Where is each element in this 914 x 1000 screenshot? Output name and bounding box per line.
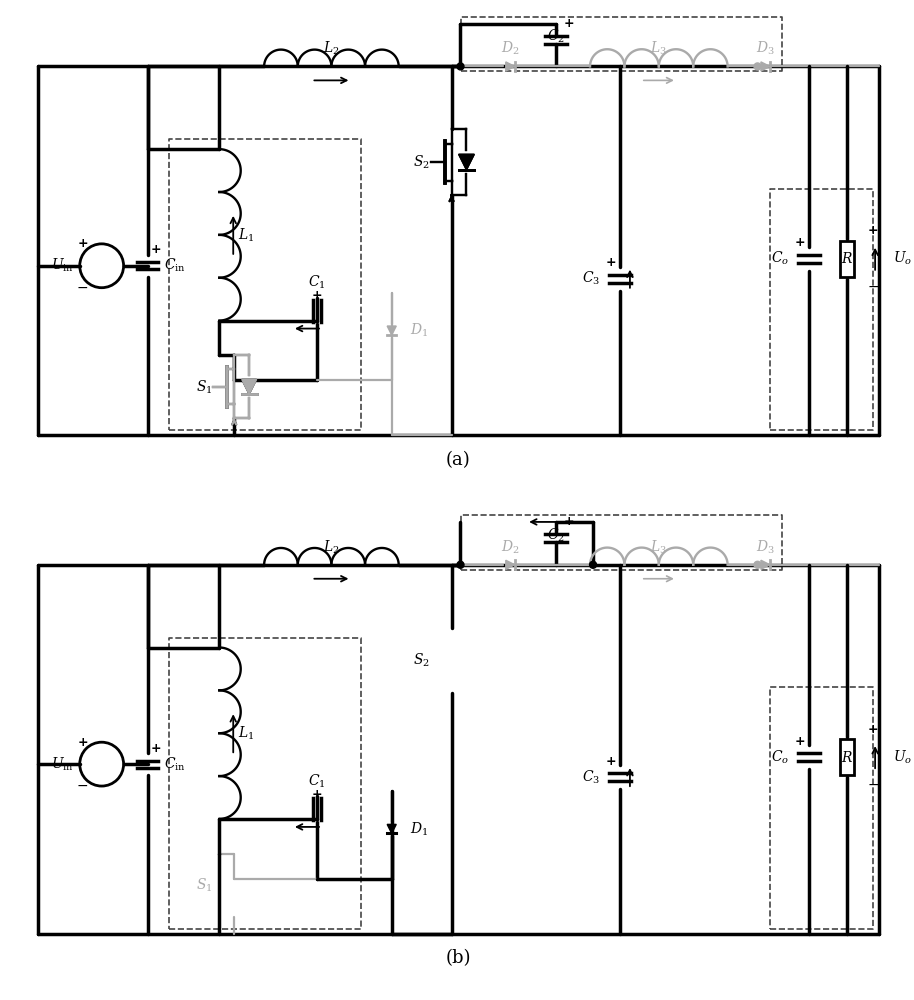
Bar bbox=[840, 739, 855, 775]
Polygon shape bbox=[388, 326, 397, 335]
Text: −: − bbox=[867, 778, 879, 792]
Text: $R$: $R$ bbox=[841, 251, 854, 266]
Text: +: + bbox=[78, 736, 88, 749]
Text: $D_3$: $D_3$ bbox=[756, 538, 775, 556]
Text: $D_1$: $D_1$ bbox=[409, 322, 428, 339]
Text: $C_1$: $C_1$ bbox=[308, 274, 325, 291]
Text: $C_o$: $C_o$ bbox=[771, 250, 790, 267]
Text: $L_2$: $L_2$ bbox=[323, 538, 340, 556]
Circle shape bbox=[590, 561, 597, 568]
Text: $L_3$: $L_3$ bbox=[651, 538, 667, 556]
Text: $C_\mathrm{in}$: $C_\mathrm{in}$ bbox=[165, 257, 186, 274]
Text: −: − bbox=[867, 280, 879, 294]
Text: $C_2$: $C_2$ bbox=[547, 28, 565, 45]
Circle shape bbox=[754, 561, 761, 568]
Polygon shape bbox=[505, 560, 515, 569]
Text: $S_1$: $S_1$ bbox=[197, 877, 213, 894]
Text: $S_2$: $S_2$ bbox=[413, 153, 430, 171]
Text: $C_2$: $C_2$ bbox=[547, 526, 565, 544]
Text: −: − bbox=[77, 779, 89, 793]
Text: $C_3$: $C_3$ bbox=[582, 270, 600, 287]
Text: $U_o$: $U_o$ bbox=[893, 748, 912, 766]
Text: +: + bbox=[606, 755, 616, 768]
Text: $C_\mathrm{in}$: $C_\mathrm{in}$ bbox=[165, 755, 186, 773]
Polygon shape bbox=[241, 379, 257, 394]
Text: $S_2$: $S_2$ bbox=[413, 652, 430, 669]
Text: $U_\mathrm{in}$: $U_\mathrm{in}$ bbox=[51, 755, 74, 773]
Text: $C_o$: $C_o$ bbox=[771, 748, 790, 766]
Text: +: + bbox=[795, 236, 805, 249]
Text: $U_\mathrm{in}$: $U_\mathrm{in}$ bbox=[51, 257, 74, 274]
Text: $L_1$: $L_1$ bbox=[239, 725, 254, 742]
Text: $L_3$: $L_3$ bbox=[651, 40, 667, 57]
Polygon shape bbox=[761, 62, 770, 71]
Text: $C_1$: $C_1$ bbox=[308, 772, 325, 790]
Text: (a): (a) bbox=[446, 451, 471, 469]
Text: $L_2$: $L_2$ bbox=[323, 40, 340, 57]
Text: +: + bbox=[606, 256, 616, 269]
Bar bbox=[840, 241, 855, 277]
Text: $C_3$: $C_3$ bbox=[582, 768, 600, 786]
Text: $S_1$: $S_1$ bbox=[197, 378, 213, 396]
Text: +: + bbox=[564, 515, 574, 528]
Circle shape bbox=[457, 63, 464, 70]
Polygon shape bbox=[459, 154, 474, 170]
Text: $D_2$: $D_2$ bbox=[501, 538, 520, 556]
Polygon shape bbox=[241, 379, 257, 394]
Text: $D_2$: $D_2$ bbox=[501, 40, 520, 57]
Text: $D_3$: $D_3$ bbox=[756, 40, 775, 57]
Polygon shape bbox=[388, 824, 397, 833]
Text: (b): (b) bbox=[446, 949, 472, 967]
Text: +: + bbox=[795, 735, 805, 748]
Circle shape bbox=[457, 561, 464, 568]
Text: $D_1$: $D_1$ bbox=[409, 820, 428, 838]
Text: $U_o$: $U_o$ bbox=[893, 250, 912, 267]
Text: +: + bbox=[867, 224, 878, 237]
Text: $L_1$: $L_1$ bbox=[239, 226, 254, 244]
Text: +: + bbox=[312, 788, 323, 801]
Text: +: + bbox=[150, 742, 161, 755]
Text: +: + bbox=[867, 723, 878, 736]
Text: $R$: $R$ bbox=[841, 750, 854, 765]
Text: +: + bbox=[312, 289, 323, 302]
Text: −: − bbox=[77, 281, 89, 295]
Circle shape bbox=[754, 63, 761, 70]
Text: +: + bbox=[150, 243, 161, 256]
Polygon shape bbox=[459, 154, 474, 170]
Text: +: + bbox=[564, 17, 574, 30]
Text: +: + bbox=[78, 237, 88, 250]
Polygon shape bbox=[505, 62, 515, 71]
Polygon shape bbox=[761, 560, 770, 569]
